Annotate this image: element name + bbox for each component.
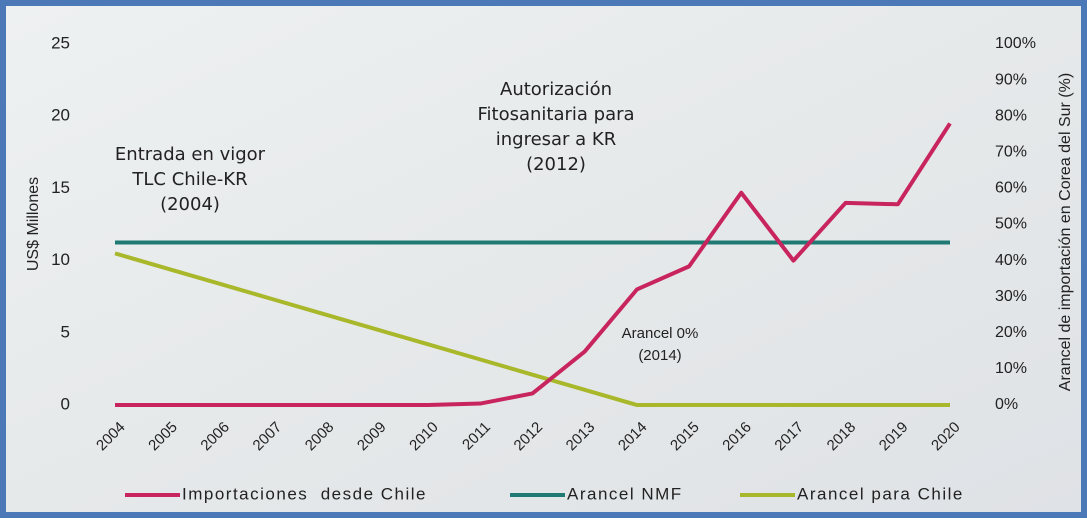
y-axis-title: US$ Millones [25, 177, 42, 271]
y2-tick-label: 90% [995, 71, 1027, 88]
annotation: Entrada en vigor [115, 144, 266, 165]
legend-label: Arancel NMF [567, 484, 683, 503]
annotation: (2012) [526, 154, 586, 175]
legend-label: Arancel para Chile [797, 484, 964, 503]
y2-axis-title: Arancel de importación en Corea del Sur … [1057, 73, 1074, 391]
y-tick-label: 0 [61, 394, 70, 413]
y-tick-label: 20 [51, 106, 70, 125]
y2-tick-label: 10% [995, 360, 1027, 377]
y2-tick-label: 100% [995, 35, 1036, 52]
y-tick-label: 5 [61, 322, 70, 341]
y2-tick-label: 30% [995, 288, 1027, 305]
y2-tick-label: 80% [995, 107, 1027, 124]
y2-tick-label: 60% [995, 180, 1027, 197]
y2-tick-label: 40% [995, 252, 1027, 269]
annotation: ingresar a KR [496, 129, 617, 150]
y2-tick-label: 0% [995, 396, 1018, 413]
y2-tick-label: 70% [995, 144, 1027, 161]
page: US$ Millones Arancel de importación en C… [0, 0, 1087, 523]
annotation: (2004) [160, 194, 220, 215]
y-tick-label: 10 [51, 250, 70, 269]
y-tick-label: 15 [51, 178, 70, 197]
y-tick-label: 25 [51, 33, 70, 52]
chart: US$ Millones Arancel de importación en C… [0, 0, 1087, 518]
y2-tick-label: 20% [995, 324, 1027, 341]
annotation: TLC Chile-KR [131, 169, 247, 190]
legend-label: Importaciones desde Chile [182, 484, 427, 503]
annotation: (2014) [638, 347, 681, 364]
annotation: Fitosanitaria para [477, 104, 634, 125]
y2-tick-label: 50% [995, 216, 1027, 233]
annotation: Autorización [500, 79, 612, 100]
annotation: Arancel 0% [622, 325, 699, 342]
